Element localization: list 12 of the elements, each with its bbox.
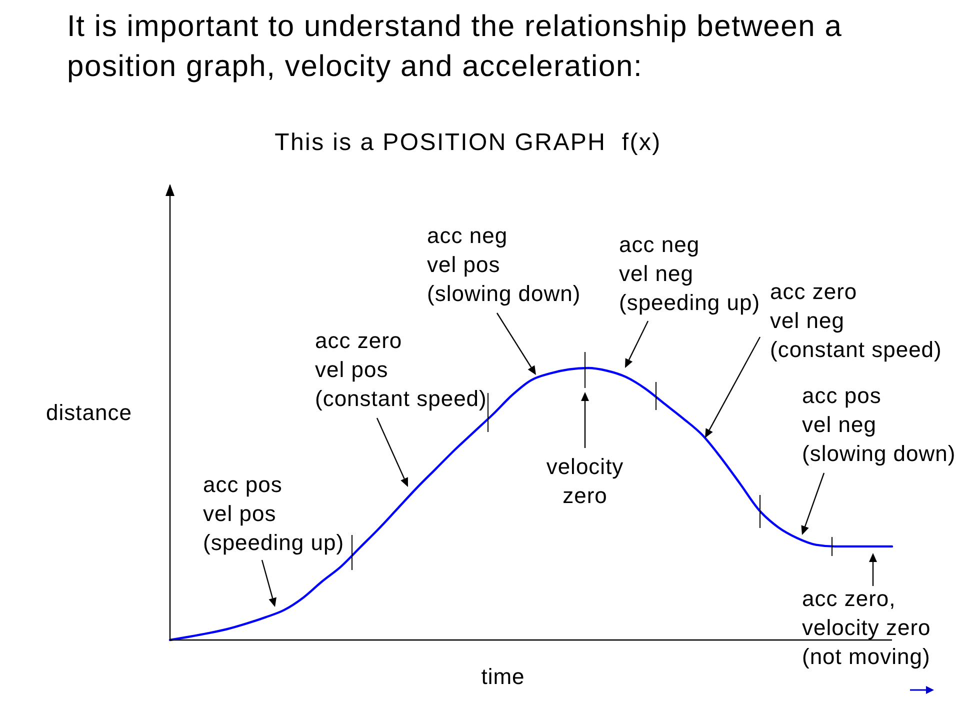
text: acc neg vel pos (slowing down) xyxy=(427,222,581,308)
y-axis-title: distance xyxy=(46,399,132,427)
x-axis-title: time xyxy=(481,663,525,691)
text: acc zero vel neg (constant speed) xyxy=(770,278,942,364)
chart-title: It is important to understand the relationship between a position graph, velocity and acceleration: xyxy=(67,9,844,85)
annotation: acc zero, velocity zero (not moving) xyxy=(802,585,931,671)
annotation: acc zero vel pos (constant speed) xyxy=(315,327,487,413)
chart-subtitle: This is a POSITION GRAPH f(x) xyxy=(274,129,662,157)
annotation: acc pos vel neg (slowing down) xyxy=(802,382,956,468)
text: acc neg vel neg (speeding up) xyxy=(619,231,760,317)
annotation: acc pos vel pos (speeding up) xyxy=(203,471,344,557)
annotation: velocity zero xyxy=(546,453,624,510)
